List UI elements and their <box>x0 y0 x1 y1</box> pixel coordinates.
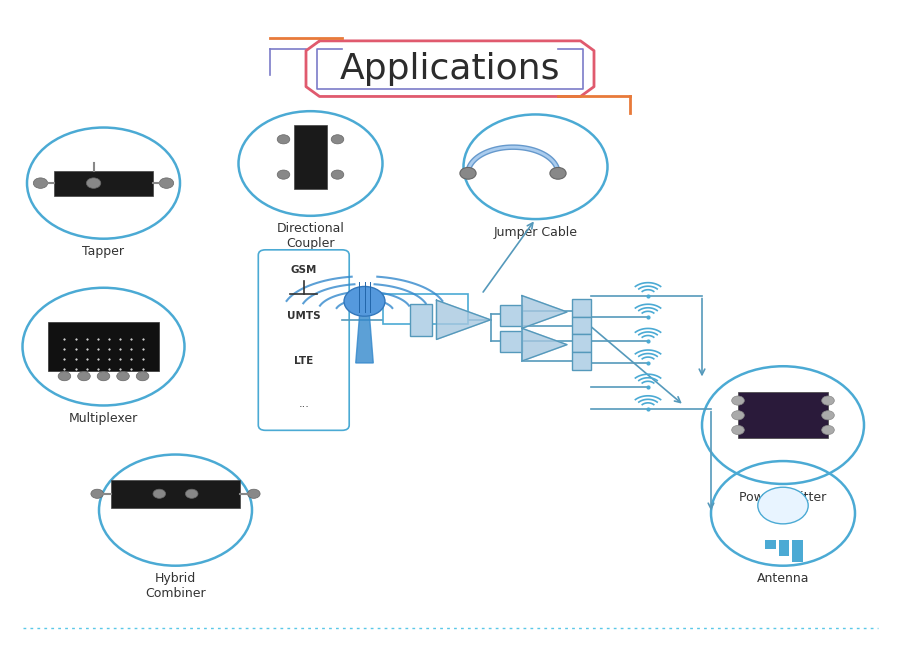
Text: GSM: GSM <box>291 265 317 275</box>
Text: LTE: LTE <box>294 356 313 366</box>
FancyBboxPatch shape <box>258 250 349 430</box>
Bar <box>792 540 803 562</box>
Text: UMTS: UMTS <box>287 311 320 320</box>
Circle shape <box>277 135 290 144</box>
Circle shape <box>550 167 566 179</box>
Text: Applications: Applications <box>340 52 560 86</box>
Circle shape <box>277 170 290 179</box>
Circle shape <box>344 286 385 316</box>
Text: Directional
Coupler: Directional Coupler <box>276 222 345 250</box>
Bar <box>778 540 789 556</box>
Circle shape <box>822 426 834 435</box>
Polygon shape <box>522 328 567 361</box>
Circle shape <box>136 371 149 381</box>
Circle shape <box>822 396 834 405</box>
Circle shape <box>758 487 808 524</box>
Bar <box>294 124 327 190</box>
FancyBboxPatch shape <box>572 299 591 317</box>
FancyBboxPatch shape <box>410 304 432 336</box>
Circle shape <box>91 489 104 498</box>
Text: Multiplexer: Multiplexer <box>396 304 454 314</box>
Circle shape <box>732 426 744 435</box>
Polygon shape <box>522 296 567 328</box>
FancyBboxPatch shape <box>572 334 591 352</box>
Text: Jumper Cable: Jumper Cable <box>493 226 578 239</box>
Bar <box>54 171 153 196</box>
Circle shape <box>33 178 48 188</box>
Polygon shape <box>436 300 491 339</box>
Text: ...: ... <box>298 399 310 409</box>
FancyBboxPatch shape <box>500 331 522 352</box>
Circle shape <box>77 371 90 381</box>
Circle shape <box>331 135 344 144</box>
Bar <box>111 480 240 508</box>
Circle shape <box>58 371 71 381</box>
FancyBboxPatch shape <box>382 294 468 324</box>
Circle shape <box>248 489 260 498</box>
FancyBboxPatch shape <box>500 305 522 326</box>
Text: Antenna: Antenna <box>757 572 809 585</box>
Bar <box>738 392 828 438</box>
Bar <box>765 540 776 549</box>
Circle shape <box>86 178 101 188</box>
Circle shape <box>117 371 130 381</box>
Circle shape <box>822 411 834 420</box>
Text: Tapper: Tapper <box>83 245 124 258</box>
FancyBboxPatch shape <box>572 317 591 334</box>
Text: Power Splitter: Power Splitter <box>740 490 826 504</box>
Circle shape <box>97 371 110 381</box>
Text: Hybrid
Combiner: Hybrid Combiner <box>145 572 206 600</box>
Circle shape <box>331 170 344 179</box>
Circle shape <box>460 167 476 179</box>
Text: Multiplexer: Multiplexer <box>69 412 138 425</box>
Circle shape <box>185 489 198 498</box>
Circle shape <box>153 489 166 498</box>
Polygon shape <box>356 312 373 363</box>
Bar <box>48 322 159 371</box>
Circle shape <box>159 178 174 188</box>
FancyBboxPatch shape <box>572 352 591 370</box>
Circle shape <box>732 411 744 420</box>
Circle shape <box>732 396 744 405</box>
